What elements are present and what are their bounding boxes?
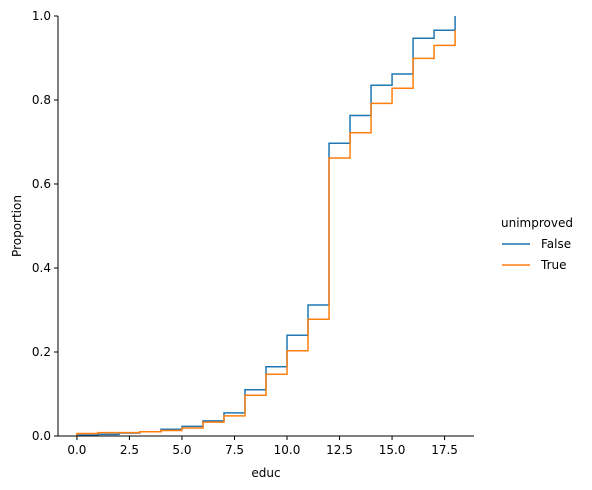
y-tick-label: 1.0 — [32, 9, 51, 23]
legend-title: unimproved — [501, 216, 573, 230]
y-ticks: 0.0 0.2 0.4 0.6 0.8 1.0 — [32, 9, 58, 443]
x-ticks: 0.0 2.5 5.0 7.5 10.0 12.5 15.0 17.5 — [67, 436, 458, 457]
series-layer — [76, 16, 456, 436]
axes-layer — [57, 16, 474, 437]
y-axis-label: Proportion — [10, 195, 24, 257]
legend-item-false: False — [502, 237, 571, 251]
y-tick-label: 0.8 — [32, 93, 51, 107]
legend-label: True — [540, 258, 567, 272]
y-tick-label: 0.2 — [32, 345, 51, 359]
x-tick-label: 15.0 — [379, 443, 406, 457]
x-tick-label: 5.0 — [172, 443, 191, 457]
y-tick-label: 0.6 — [32, 177, 51, 191]
legend: unimproved False True — [501, 216, 573, 272]
y-tick-label: 0.4 — [32, 261, 51, 275]
series-line-false — [76, 16, 456, 436]
legend-item-true: True — [502, 258, 567, 272]
y-tick-label: 0.0 — [32, 429, 51, 443]
x-tick-label: 7.5 — [225, 443, 244, 457]
x-tick-label: 17.5 — [431, 443, 458, 457]
legend-items: False True — [502, 237, 571, 272]
x-tick-label: 0.0 — [67, 443, 86, 457]
x-axis-label: educ — [251, 466, 280, 480]
series-line-true — [76, 29, 456, 436]
x-tick-label: 12.5 — [326, 443, 353, 457]
legend-label: False — [541, 237, 571, 251]
x-tick-label: 2.5 — [120, 443, 139, 457]
x-tick-label: 10.0 — [274, 443, 301, 457]
